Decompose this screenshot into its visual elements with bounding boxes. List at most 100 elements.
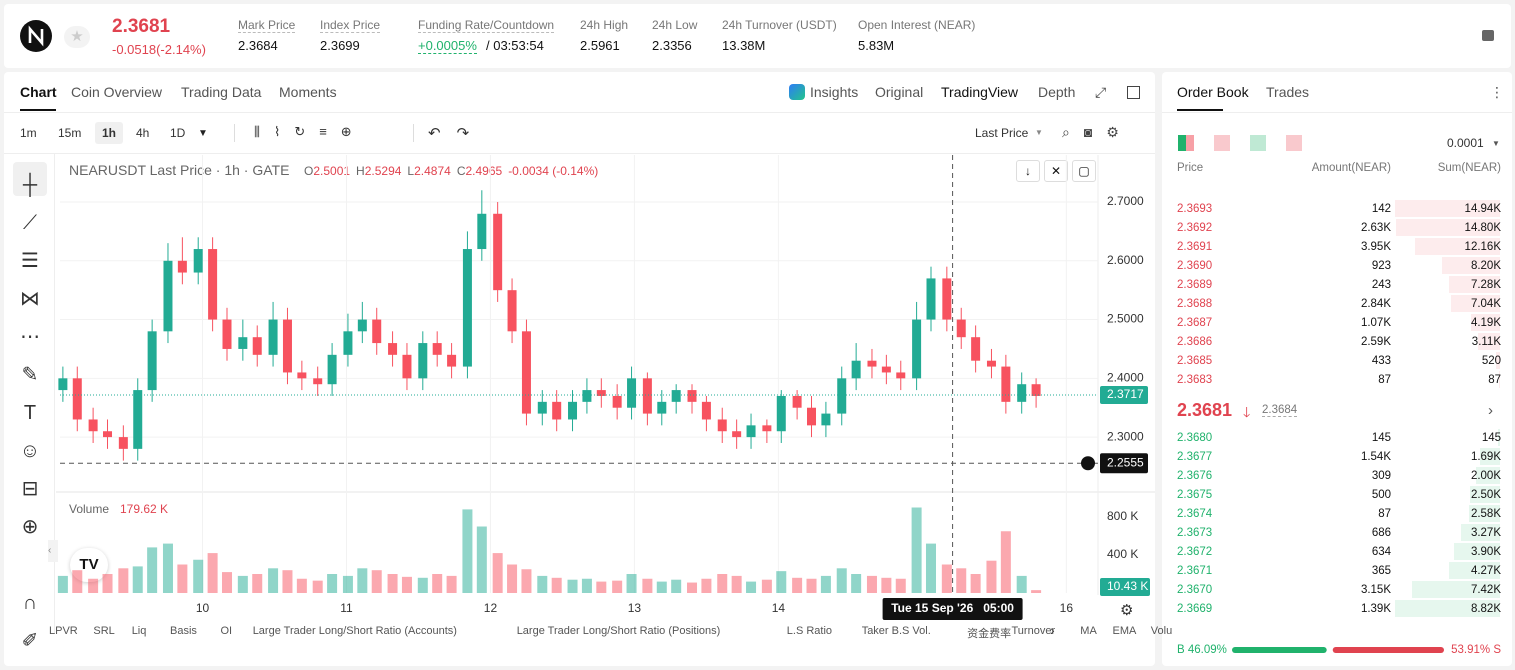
undo-redo[interactable]: ↶↷ [428, 125, 486, 142]
book-mode-bids[interactable] [1250, 135, 1266, 151]
book-sum: 87 [1488, 374, 1501, 386]
indicator-tab[interactable]: L.S Ratio [786, 625, 833, 637]
price-type[interactable]: Last Price [975, 126, 1029, 140]
depth-bar [1498, 429, 1500, 446]
buy-ratio [1232, 647, 1327, 653]
view-tab[interactable]: Original [875, 84, 924, 100]
indicator-tab[interactable]: EMA [1112, 625, 1137, 637]
separator [413, 124, 414, 142]
collapse-toolbar[interactable]: ‹ [48, 540, 58, 562]
indicator-tab[interactable]: Liq [131, 625, 147, 637]
chart-tab[interactable]: Moments [279, 84, 337, 100]
divider [4, 153, 1155, 154]
ohlc-change: -0.0034 (-0.14%) [508, 164, 599, 178]
ohlc-value: 2.4874 [414, 164, 451, 178]
interval[interactable]: 4h [136, 126, 150, 140]
book-mode-asks[interactable] [1214, 135, 1230, 151]
book-amount: 3.95K [1360, 241, 1391, 253]
trades-tab[interactable]: Trades [1266, 84, 1310, 100]
book-price: 2.3688 [1177, 298, 1213, 310]
layout-button[interactable] [1482, 30, 1494, 41]
favorite-star[interactable]: ★ [64, 26, 90, 48]
interval[interactable]: 1D [170, 126, 186, 140]
book-expand[interactable]: › [1488, 402, 1493, 419]
indicator-tab[interactable]: Large Trader Long/Short Ratio (Accounts) [252, 625, 457, 637]
book-amount: 686 [1371, 527, 1391, 539]
depth-bar [1450, 295, 1500, 312]
indicator-next[interactable]: › [1050, 622, 1055, 638]
book-price: 2.3675 [1177, 489, 1213, 501]
book-price: 2.3670 [1177, 584, 1213, 596]
depth-bar [1470, 486, 1500, 503]
indicator-tab[interactable]: Basis [170, 625, 197, 637]
fullscreen-icon[interactable]: ⤢ [1095, 84, 1107, 100]
ohlc-value: 2.5001 [313, 164, 351, 178]
indicator-tab[interactable]: Volu [1150, 625, 1173, 637]
book-amount: 243 [1371, 279, 1391, 291]
interval[interactable]: 1m [20, 126, 37, 140]
depth-bar [1476, 467, 1500, 484]
stat-value: 2.3699 [320, 38, 360, 53]
tool-icons[interactable]: ┼ ⟋ ☰ ⋈ ⋯ ✎ T ☺ ⊟ ⊕ ∩ ✐ [19, 174, 41, 652]
book-sum: 3.11K [1471, 336, 1501, 348]
indicator-tab[interactable]: SRL [93, 625, 115, 637]
scroll-button[interactable]: ↓ [1016, 160, 1040, 182]
depth-bar [1448, 276, 1500, 293]
book-amount: 1.07K [1360, 317, 1391, 329]
window-icon[interactable] [1127, 86, 1140, 99]
chart-tab[interactable]: Trading Data [181, 84, 262, 100]
sell-ratio-label: 53.91% S [1451, 644, 1501, 656]
indicator-tab[interactable]: Large Trader Long/Short Ratio (Positions… [516, 625, 721, 637]
depth-bar [1461, 524, 1500, 541]
chart-tab[interactable]: Coin Overview [71, 84, 163, 100]
stat-value: 2.5961 [580, 38, 620, 53]
view-tab[interactable]: Depth [1038, 84, 1076, 100]
book-sum: 145 [1481, 432, 1501, 444]
settings-icon[interactable]: ⚙ [1120, 602, 1134, 619]
interval-dropdown[interactable]: ▼ [198, 128, 208, 139]
ohlc-value: 2.4965 [465, 164, 503, 178]
maximize-button[interactable]: ▢ [1072, 160, 1096, 182]
indicator-tab[interactable]: Taker B.S Vol. [861, 625, 931, 637]
book-price: 2.3672 [1177, 546, 1213, 558]
more-menu[interactable]: ⋮ [1490, 84, 1504, 100]
indicator-tab[interactable]: LPVR [49, 625, 78, 637]
ohlc-legend: O2.5001 H2.5294 L2.4874 C2.4965 -0.0034 (-0.… [304, 164, 598, 178]
book-sum: 2.50K [1470, 489, 1501, 501]
interval[interactable]: 15m [58, 126, 82, 140]
indicator-tab[interactable]: MA [1080, 625, 1097, 637]
indicator-tab[interactable]: Turnover [1011, 625, 1056, 637]
view-tab[interactable]: TradingView [941, 84, 1019, 100]
depth-bar [1479, 448, 1500, 465]
collapse-button[interactable]: ✕ [1044, 160, 1068, 182]
book-mode-sell[interactable] [1286, 135, 1302, 151]
col-sum: Sum(NEAR) [1437, 162, 1501, 174]
indicator-tab[interactable]: OI [220, 625, 233, 637]
insights-icon [789, 84, 805, 100]
book-price: 2.3692 [1177, 222, 1213, 234]
sell-ratio [1332, 647, 1444, 653]
depth-bar [1395, 219, 1500, 236]
book-mode-both[interactable] [1178, 135, 1194, 151]
indicator-tab[interactable]: 资金费率 [967, 628, 1012, 640]
cursor-tool[interactable] [13, 162, 47, 196]
chart-actions[interactable]: ⌕◙⚙ [1062, 124, 1133, 140]
book-amount: 2.59K [1360, 336, 1391, 348]
depth-bar [1411, 581, 1500, 598]
depth-bar [1449, 562, 1500, 579]
stat-value: 2.3684 [238, 38, 278, 53]
book-amount: 500 [1371, 489, 1391, 501]
order-book-tab[interactable]: Order Book [1177, 84, 1249, 100]
book-sum: 4.27K [1470, 565, 1501, 577]
last-price: 2.3681 [112, 16, 171, 37]
ratio-bar [1232, 647, 1444, 653]
interval[interactable]: 1h [95, 122, 124, 144]
book-sum: 7.04K [1470, 298, 1501, 310]
book-price: 2.3691 [1177, 241, 1213, 253]
precision[interactable]: 0.0001 [1447, 136, 1484, 150]
chart-tab[interactable]: Chart [20, 84, 57, 100]
view-tab[interactable]: Insights [810, 84, 859, 100]
separator [234, 124, 235, 142]
chart-tools[interactable]: ⫼⌇↻≡⊕ [254, 124, 366, 139]
depth-bar [1478, 333, 1500, 350]
